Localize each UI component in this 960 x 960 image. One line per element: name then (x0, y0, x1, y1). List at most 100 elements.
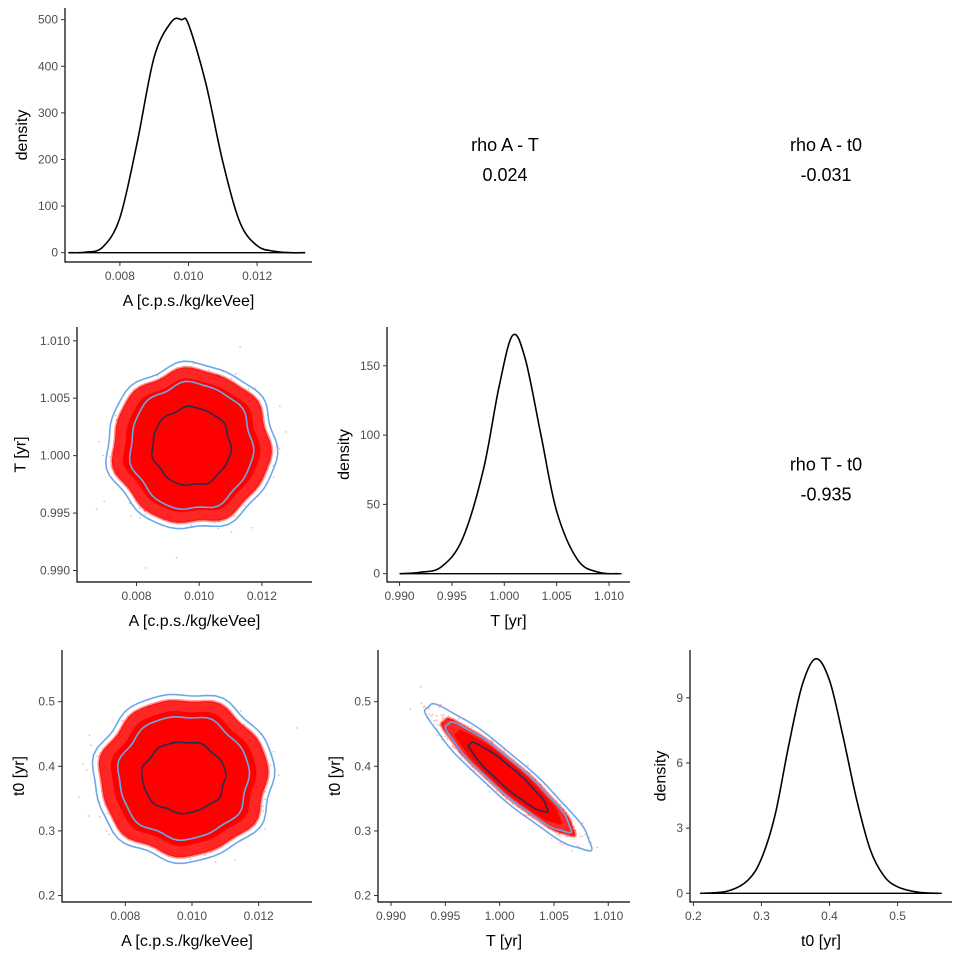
scatter-point (420, 702, 423, 704)
scatter-point (526, 770, 529, 773)
scatter-point (436, 734, 439, 737)
scatter-point (144, 509, 146, 512)
scatter-point (106, 812, 109, 815)
contour-inner (140, 741, 227, 815)
scatter-point (262, 810, 265, 812)
scatter-point (204, 854, 206, 856)
scatter-point (105, 830, 108, 832)
y-axis-title: t0 [yr] (327, 756, 344, 796)
correlation-label: rho A - t0 (790, 135, 862, 155)
scatter-point (452, 746, 454, 749)
scatter-point (114, 414, 117, 417)
contour-middle (128, 380, 255, 511)
x-tick-label: 0.012 (242, 269, 272, 283)
scatter-point (278, 447, 281, 450)
scatter-point (428, 708, 430, 710)
scatter-point (275, 446, 277, 448)
scatter-point (254, 387, 256, 389)
y-tick-label: 0 (51, 246, 58, 260)
scatter-point (264, 798, 266, 801)
scatter-point (262, 805, 264, 807)
y-tick-label: 0 (373, 567, 380, 581)
contour-outer (91, 693, 276, 865)
scatter-point (491, 740, 494, 743)
panel-p23: rho T - t0 -0.935 (790, 455, 862, 505)
panel-p12: rho A - T 0.024 (471, 135, 539, 185)
x-axis-title: A [c.p.s./kg/keVee] (123, 293, 255, 310)
scatter-point (144, 567, 147, 569)
scatter-point (121, 719, 124, 722)
y-tick-label: 50 (367, 497, 381, 511)
scatter-point (239, 346, 241, 348)
x-tick-label: 0.995 (437, 589, 467, 603)
scatter-point (251, 526, 254, 529)
y-tick-label: 0.4 (38, 759, 55, 773)
scatter-point (435, 715, 438, 717)
y-tick-label: 1.005 (40, 391, 70, 405)
x-tick-label: 1.005 (542, 589, 572, 603)
scatter-point (139, 516, 141, 519)
contour-outer (423, 702, 593, 852)
scatter-point (277, 774, 280, 777)
contour-middle (116, 715, 251, 842)
y-tick-label: 0.4 (354, 759, 371, 773)
scatter-density-center (454, 729, 563, 825)
y-axis-title: density (14, 110, 31, 161)
panel-p13: rho A - t0 -0.031 (790, 135, 862, 185)
x-tick-label: 0.008 (105, 269, 135, 283)
scatter-point (98, 440, 101, 443)
scatter-point (446, 737, 449, 740)
y-tick-label: 0 (676, 886, 683, 900)
scatter-point (86, 769, 88, 771)
scatter-point (518, 806, 520, 809)
scatter-point (454, 747, 456, 749)
scatter-point (440, 714, 443, 716)
scatter-point (272, 476, 275, 478)
scatter-point (579, 835, 581, 838)
scatter-point (264, 828, 267, 830)
y-tick-label: 0.995 (40, 506, 70, 520)
scatter-point (559, 804, 561, 806)
y-tick-label: 1.000 (40, 449, 70, 463)
scatter-point (242, 724, 245, 726)
scatter-point (240, 710, 242, 712)
scatter-point (193, 363, 195, 365)
scatter-point (439, 724, 441, 727)
panel-p22: 0.990 0.995 1.000 1.005 1.010 0 50 100 150 T [yr]… (336, 327, 630, 630)
scatter-point (102, 454, 104, 457)
y-tick-label: 3 (676, 821, 683, 835)
scatter-point (217, 527, 220, 530)
scatter-point (504, 798, 507, 800)
scatter-point (531, 817, 534, 820)
scatter-point (130, 515, 133, 517)
scatter-point (540, 783, 542, 786)
scatter-point (513, 759, 516, 761)
scatter-point (88, 734, 91, 737)
y-tick-label: 0.2 (38, 889, 55, 903)
x-tick-label: 0.990 (376, 909, 406, 923)
scatter-point (559, 835, 561, 838)
scatter-points (78, 698, 298, 863)
y-tick-label: 500 (38, 13, 58, 27)
y-tick-label: 100 (360, 428, 380, 442)
correlation-label: rho T - t0 (790, 455, 862, 475)
panel-p21: 0.008 0.010 0.012 0.990 0.995 1.000 1.005 1.010… (13, 327, 312, 630)
scatter-point (269, 764, 272, 767)
scatter-point (496, 790, 498, 792)
x-tick-label: 0.008 (110, 909, 140, 923)
scatter-point (528, 814, 531, 817)
scatter-point (296, 727, 298, 729)
scatter-points (409, 685, 598, 852)
scatter-point (558, 833, 561, 835)
x-axis-title: T [yr] (490, 613, 526, 630)
scatter-point (471, 765, 474, 768)
scatter-point (576, 845, 579, 847)
scatter-density-center (110, 711, 257, 847)
scatter-point (442, 716, 444, 718)
scatter-point (419, 685, 422, 688)
scatter-point (471, 726, 473, 728)
contour-inner (150, 405, 233, 487)
scatter-point (247, 388, 250, 391)
scatter-point (143, 509, 146, 512)
